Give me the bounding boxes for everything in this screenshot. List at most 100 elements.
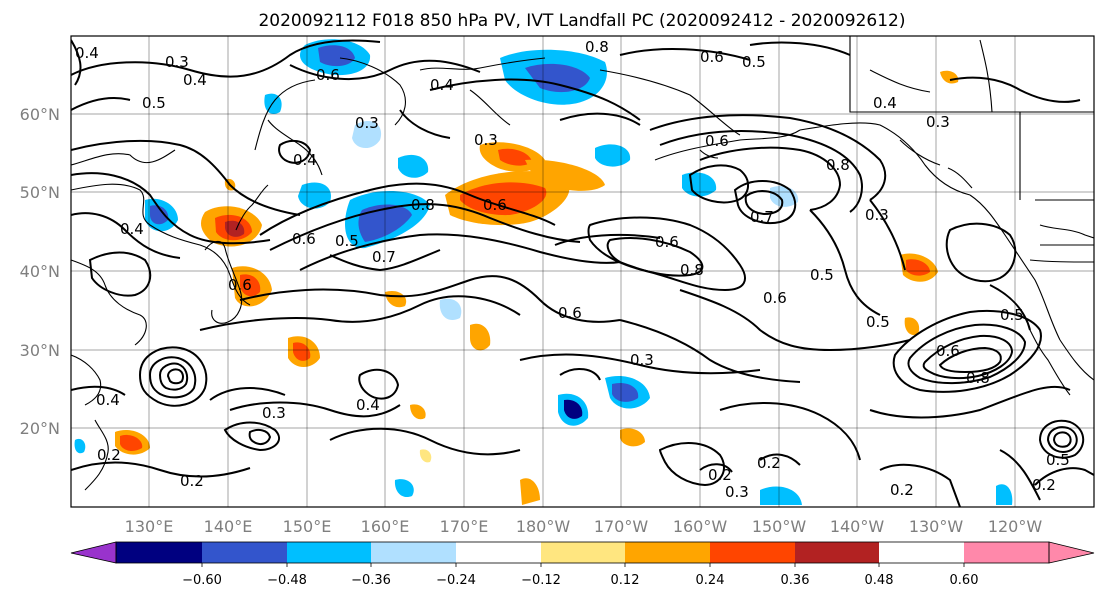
lat-tick-label: 60°N [20,105,60,124]
lon-tick-label: 150°W [752,517,807,536]
contour-label: 0.3 [865,206,889,224]
contour-label: 0.5 [335,232,359,250]
colorbar-segment [1049,542,1094,563]
colorbar-segment [71,542,116,563]
colorbar-segment [202,542,287,563]
lon-tick-label: 150°E [283,517,332,536]
colorbar-segment [287,542,371,563]
contour-label: 0.2 [180,472,204,490]
colorbar-label: −0.60 [182,573,222,588]
figure-title: 2020092112 F018 850 hPa PV, IVT Landfall… [258,11,905,31]
lat-tick-label: 20°N [20,419,60,438]
contour-label: 0.4 [430,76,454,94]
contour-label: 0.2 [708,466,732,484]
contour-label: 0.6 [316,66,340,84]
colorbar-segment [625,542,710,563]
contour-label: 0.6 [655,233,679,251]
contour-label: 0.6 [936,342,960,360]
lon-tick-label: 130°E [125,517,174,536]
lat-tick-label: 40°N [20,262,60,281]
contour-label: 0.2 [890,481,914,499]
contour-label: 0.4 [293,151,317,169]
contour-label: 0.7 [750,208,774,226]
positive-pv-patches [115,70,959,505]
colorbar-segment [456,542,541,563]
contour-label: 0.3 [355,114,379,132]
colorbar-segment [710,542,795,563]
contour-label: 0.6 [483,196,507,214]
lon-tick-label: 140°W [830,517,885,536]
contour-label: 0.8 [411,196,435,214]
lon-tick-label: 170°W [594,517,649,536]
colorbar-segment [964,542,1049,563]
colorbar-label: 0.60 [950,573,979,588]
colorbar-segment [541,542,625,563]
lon-tick-label: 140°E [204,517,253,536]
ivt-contours [71,39,1094,507]
lon-tick-label: 120°W [988,517,1043,536]
contour-labels: 0.3 0.4 0.6 0.8 0.5 0.4 0.6 0.5 0.4 0.4 … [75,38,1070,501]
colorbar-segment [371,542,456,563]
contour-label: 0.3 [926,113,950,131]
map-frame [70,35,1095,508]
lat-tick-label: 50°N [20,183,60,202]
colorbar-label: −0.36 [351,573,391,588]
colorbar-labels: −0.60 −0.48 −0.36 −0.24 −0.12 0.12 0.24 … [182,573,978,588]
contour-label: 0.6 [558,304,582,322]
contour-label: 0.4 [356,396,380,414]
contour-label: 0.5 [1000,306,1024,324]
contour-label: 0.5 [742,53,766,71]
contour-label: 0.2 [97,446,121,464]
colorbar-label: −0.24 [436,573,476,588]
colorbar-label: −0.12 [521,573,561,588]
lon-tick-label: 160°E [361,517,410,536]
contour-label: 0.3 [165,53,189,71]
contour-label: 0.4 [75,44,99,62]
colorbar-label: 0.24 [696,573,725,588]
contour-label: 0.6 [292,230,316,248]
contour-label: 0.7 [372,248,396,266]
contour-label: 0.5 [142,94,166,112]
lon-tick-labels: 130°E 140°E 150°E 160°E 170°E 180°W 170°… [125,517,1043,536]
colorbar-segment [116,542,202,563]
contour-label: 0.8 [585,38,609,56]
contour-label: 0.3 [474,131,498,149]
lon-tick-label: 180°W [516,517,571,536]
map-layers: 0.3 0.4 0.6 0.8 0.5 0.4 0.6 0.5 0.4 0.4 … [71,36,1094,507]
coastlines [71,36,1094,491]
contour-label: 0.3 [725,483,749,501]
colorbar-label: 0.12 [611,573,640,588]
contour-label: 0.3 [262,404,286,422]
colorbar-segment [795,542,879,563]
colorbar-segments [71,542,1094,563]
contour-label: 0.6 [228,276,252,294]
contour-label: 0.8 [966,369,990,387]
lon-tick-label: 130°W [909,517,964,536]
contour-label: 0.6 [705,132,729,150]
colorbar-label: −0.48 [267,573,307,588]
contour-label: 0.8 [680,261,704,279]
contour-label: 0.4 [120,220,144,238]
contour-label: 0.3 [630,351,654,369]
colorbar: −0.60 −0.48 −0.36 −0.24 −0.12 0.12 0.24 … [70,541,1095,588]
contour-label: 0.4 [96,391,120,409]
lon-tick-label: 160°W [673,517,728,536]
contour-label: 0.4 [873,94,897,112]
lat-tick-label: 30°N [20,341,60,360]
colorbar-ticks [201,563,965,567]
colorbar-frame [115,541,1050,564]
contour-label: 0.8 [826,156,850,174]
contour-label: 0.5 [1046,451,1070,469]
contour-label: 0.6 [763,289,787,307]
contour-label: 0.4 [183,71,207,89]
colorbar-label: 0.36 [781,573,810,588]
contour-label: 0.6 [700,48,724,66]
lat-tick-labels: 60°N 50°N 40°N 30°N 20°N [20,105,60,438]
contour-label: 0.5 [810,266,834,284]
contour-label: 0.2 [757,454,781,472]
contour-label: 0.2 [1032,476,1056,494]
colorbar-label: 0.48 [865,573,894,588]
lon-tick-label: 170°E [440,517,489,536]
contour-label: 0.5 [866,313,890,331]
